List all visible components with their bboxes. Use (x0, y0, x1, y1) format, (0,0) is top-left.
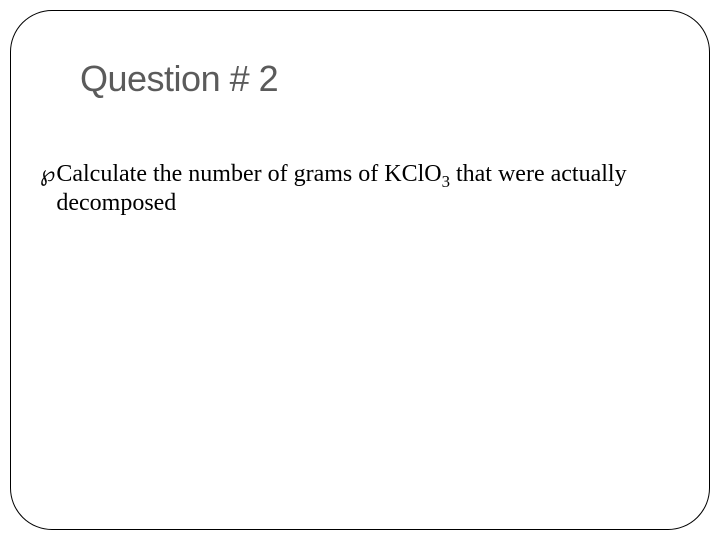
bullet-text: Calculate the number of grams of KClO3 t… (56, 160, 660, 219)
bullet-item: ℘ Calculate the number of grams of KClO3… (40, 160, 660, 219)
bullet-icon: ℘ (40, 160, 55, 189)
bullet-formula: O3 (424, 161, 450, 187)
slide-title: Question # 2 (80, 58, 278, 100)
bullet-formula-main: O (424, 161, 441, 187)
slide-body: ℘ Calculate the number of grams of KClO3… (40, 160, 660, 219)
slide: Question # 2 ℘ Calculate the number of g… (0, 0, 720, 540)
bullet-text-pre: Calculate the number of grams of KCl (56, 161, 424, 187)
bullet-formula-sub: 3 (442, 172, 450, 191)
